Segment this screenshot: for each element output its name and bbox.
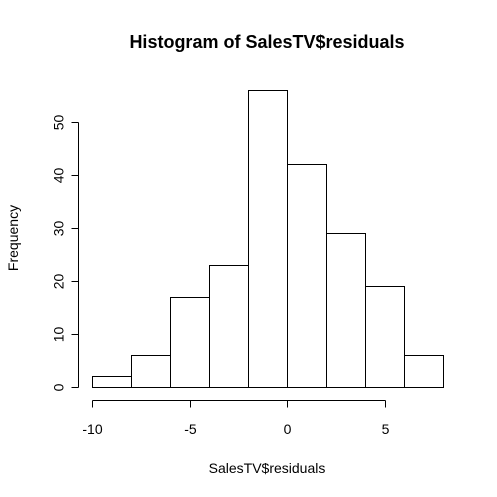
y-tick-label: 0 — [51, 383, 67, 391]
y-axis: 0 10 20 30 40 50 — [51, 115, 79, 391]
y-tick-label: 30 — [51, 221, 67, 237]
histogram-bar — [209, 265, 249, 388]
y-tick-label: 20 — [51, 274, 67, 290]
y-axis-label: Frequency — [5, 205, 21, 271]
x-axis: -10 -5 0 5 — [82, 400, 390, 437]
x-tick-label: 0 — [284, 421, 292, 437]
histogram-bar — [248, 90, 288, 388]
histogram-bar — [404, 355, 444, 388]
histogram-bars — [92, 90, 444, 388]
x-axis-label: SalesTV$residuals — [209, 460, 326, 476]
histogram-bar — [170, 297, 210, 388]
histogram-bar — [365, 286, 405, 388]
chart-title: Histogram of SalesTV$residuals — [129, 32, 404, 52]
y-tick-label: 50 — [51, 115, 67, 131]
y-tick-label: 40 — [51, 168, 67, 184]
x-tick-label: -10 — [82, 421, 102, 437]
y-tick-label: 10 — [51, 327, 67, 343]
x-tick-label: 5 — [382, 421, 390, 437]
x-tick-label: -5 — [184, 421, 197, 437]
histogram-bar — [287, 164, 327, 388]
histogram-bar — [92, 376, 132, 388]
histogram-bar — [131, 355, 171, 388]
histogram-bar — [326, 233, 366, 388]
